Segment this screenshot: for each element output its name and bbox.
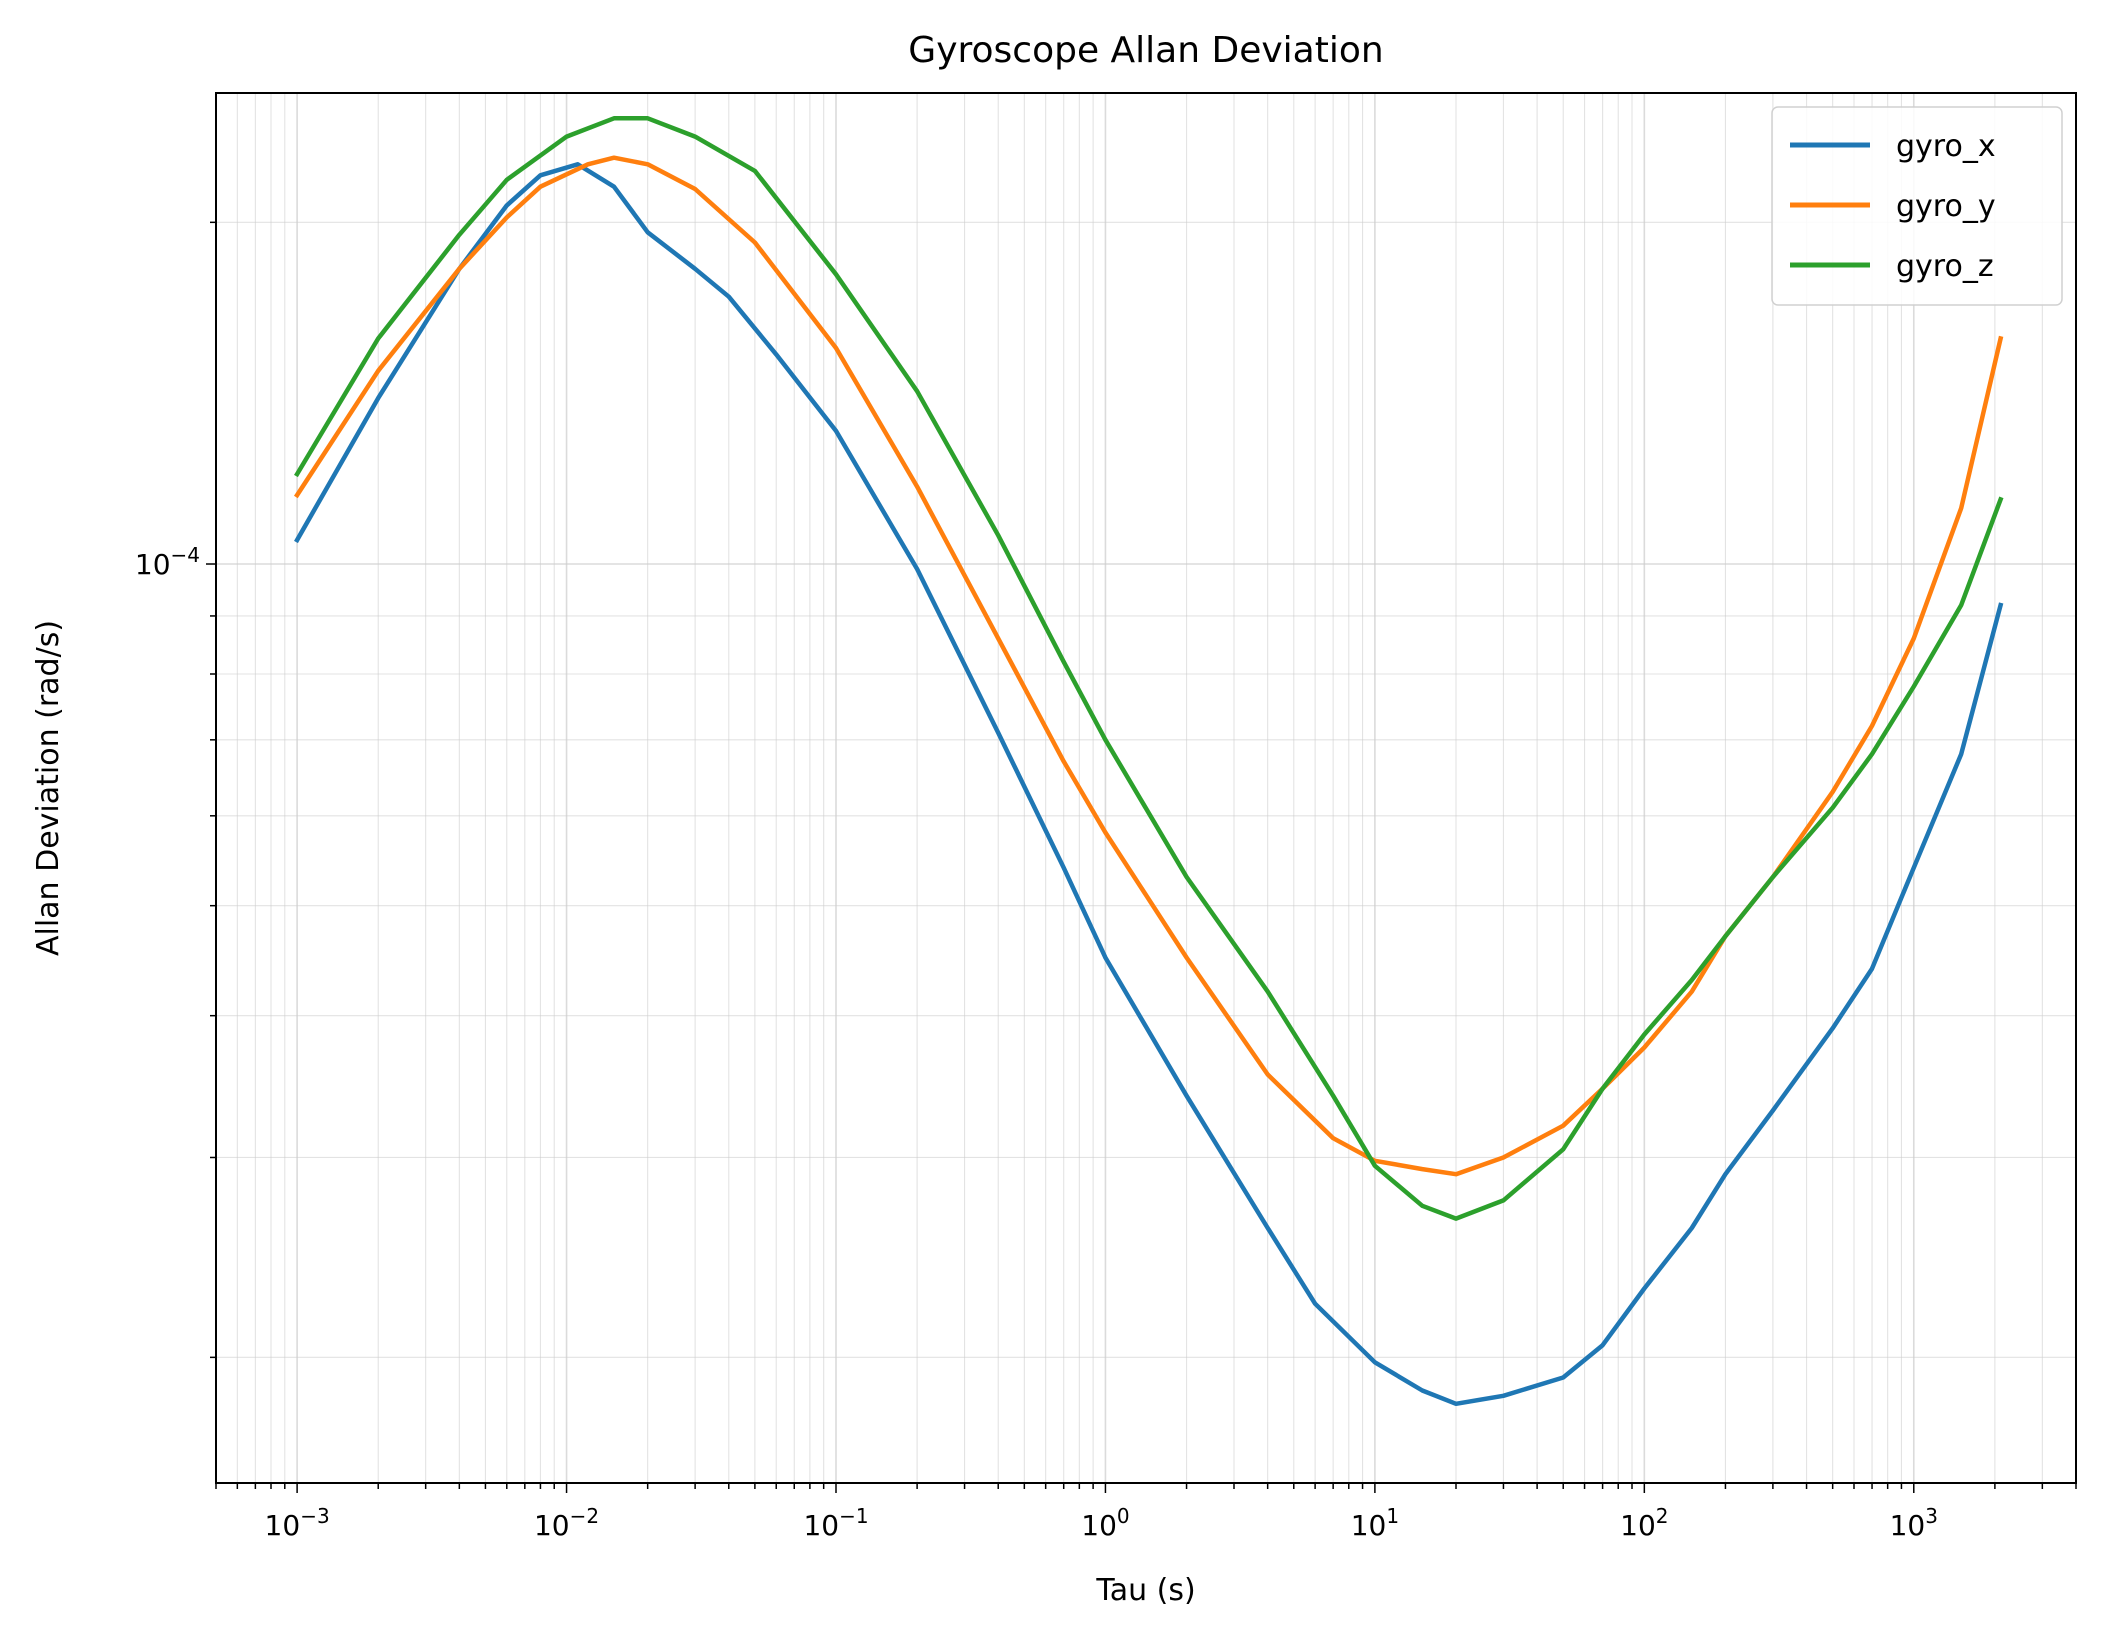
series-line-gyro-z	[294, 116, 2004, 1221]
legend-box	[1771, 106, 2063, 306]
legend-label: gyro_z	[1896, 249, 1994, 284]
legend: gyro_x gyro_y gyro_z	[1771, 106, 2063, 306]
y-axis-label: Allan Deviation (rad/s)	[31, 620, 66, 956]
x-tick-label: 10−2	[534, 1504, 599, 1542]
y-tick-label: 10−4	[135, 543, 200, 581]
x-tick-label: 10−3	[265, 1504, 330, 1542]
x-axis-label: Tau (s)	[1095, 1573, 1195, 1608]
series-layer	[293, 116, 2004, 1407]
x-tick-label: 10−1	[803, 1504, 868, 1542]
x-tick-label: 101	[1351, 1504, 1399, 1542]
legend-label: gyro_y	[1896, 189, 1996, 224]
plot-frame	[215, 92, 2077, 1484]
grid-layer	[215, 93, 2077, 1483]
x-tick-label: 102	[1620, 1504, 1668, 1542]
legend-label: gyro_x	[1896, 129, 1996, 164]
tick-layer: 10−3 10−2 10−1 100 101 102 103 10−4	[135, 221, 2077, 1542]
x-tick-label: 100	[1081, 1504, 1129, 1542]
series-line-gyro-x	[294, 162, 2004, 1407]
x-tick-label: 103	[1890, 1504, 1938, 1542]
chart-title: Gyroscope Allan Deviation	[908, 30, 1383, 71]
